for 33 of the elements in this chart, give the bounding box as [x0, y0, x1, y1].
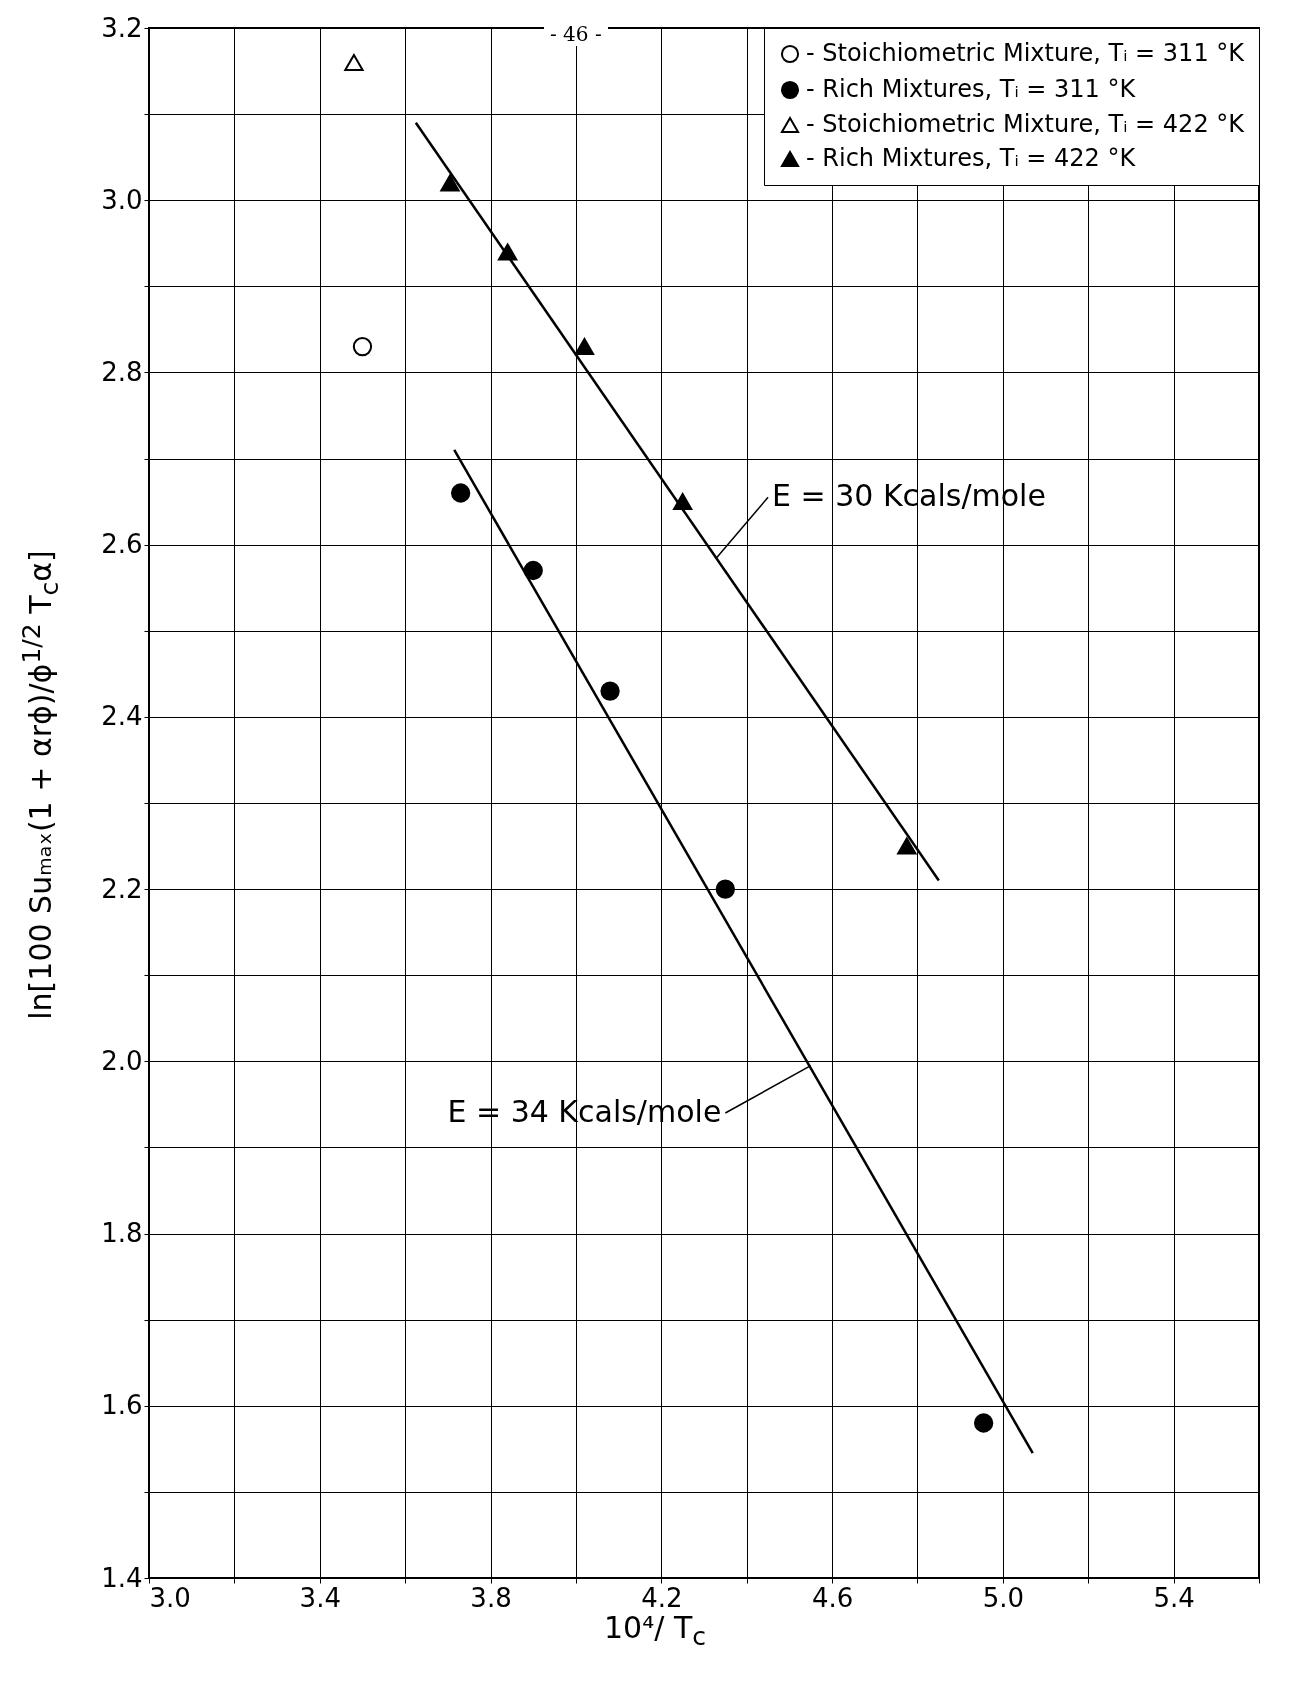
legend-label: - Rich Mixtures, Tᵢ = 311 °K: [806, 75, 1137, 103]
y-tick-label: 1.4: [101, 1562, 143, 1593]
x-tick-label: 4.6: [811, 1582, 854, 1613]
y-tick-label: 2.4: [101, 701, 143, 732]
point: [344, 53, 364, 71]
point: [897, 837, 917, 855]
x-tick-label: 4.2: [641, 1582, 683, 1613]
y-tick-label: 2.2: [101, 873, 143, 904]
point: [574, 338, 595, 356]
y-tick-label: 2.6: [101, 529, 143, 560]
y-tick-label: 1.6: [101, 1390, 143, 1421]
y-tick-label: 3.2: [101, 12, 143, 43]
point: [440, 174, 460, 192]
x-tick-label: 3.4: [299, 1582, 341, 1613]
y-tick-label: 3.0: [101, 184, 143, 215]
annotation: - 46 -: [544, 22, 608, 46]
point: [523, 560, 543, 581]
x-axis-title: 10⁴/ T$_{c}$: [604, 1610, 706, 1651]
y-tick-label: 2.0: [101, 1045, 143, 1076]
y-tick-label: 1.8: [101, 1218, 143, 1249]
y-tick-label: 2.8: [101, 356, 143, 387]
legend-label: - Stoichiometric Mixture, Tᵢ = 422 °K: [806, 110, 1246, 138]
point: [715, 879, 736, 899]
point: [352, 336, 373, 357]
x-tick-label: 5.4: [1153, 1582, 1195, 1613]
legend-label: - Stoichiometric Mixture, Tᵢ = 311 °K: [806, 39, 1246, 67]
legend-label: - Rich Mixtures, Tᵢ = 422 °K: [806, 144, 1137, 172]
point: [450, 483, 471, 503]
point: [600, 681, 620, 701]
x-tick-label: 5.0: [982, 1582, 1025, 1613]
point: [973, 1413, 994, 1433]
x-tick-label: 3.8: [470, 1582, 512, 1613]
x-tick-label: 3.0: [149, 1582, 191, 1613]
